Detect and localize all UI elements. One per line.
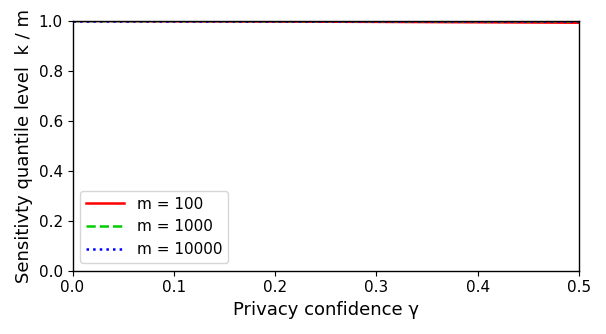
m = 10000 [343,19,350,23]
m = 100 [484,20,491,24]
m = 1000 [313,19,320,23]
m = 10000 [563,19,570,23]
m = 10000 [370,19,378,23]
m = 10000 [575,19,582,23]
m = 10000 [310,19,317,23]
m = 1000 [484,19,491,23]
m = 1000 [69,19,76,23]
m = 1000 [343,19,350,23]
m = 1000 [370,19,378,23]
Y-axis label: Sensitivty quantile level  k / m: Sensitivty quantile level k / m [15,9,33,283]
m = 100 [313,20,320,24]
m = 1000 [575,19,582,23]
X-axis label: Privacy confidence γ: Privacy confidence γ [233,301,419,319]
Legend: m = 100, m = 1000, m = 10000: m = 100, m = 1000, m = 10000 [80,191,228,263]
m = 100 [69,19,76,23]
m = 100 [575,21,582,25]
m = 10000 [69,19,76,23]
Line: m = 100: m = 100 [73,21,579,23]
m = 10000 [313,19,320,23]
m = 1000 [563,19,570,23]
m = 100 [343,20,350,24]
m = 100 [310,20,317,24]
m = 1000 [310,19,317,23]
m = 100 [370,20,378,24]
m = 10000 [484,19,491,23]
m = 100 [563,21,570,25]
